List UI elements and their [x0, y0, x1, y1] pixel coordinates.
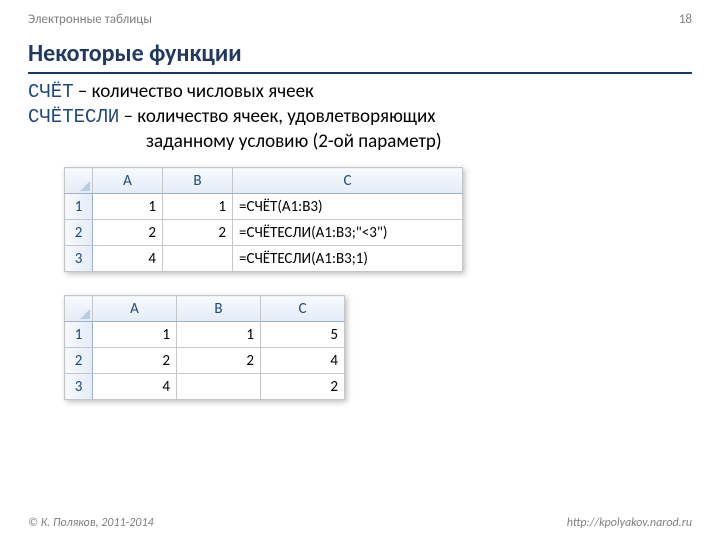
tables-container: ABC111=СЧЁТ(A1:B3)222=СЧЁТЕСЛИ(A1:B3;"<3… [28, 167, 692, 405]
desc-line-1: СЧЁТ – количество числовых ячеек [28, 80, 692, 105]
table-cell: =СЧЁТ(A1:B3) [233, 194, 463, 220]
column-header: B [163, 168, 233, 194]
table-cell: 1 [93, 322, 177, 348]
column-header: A [93, 168, 163, 194]
page-number: 18 [679, 12, 692, 27]
table-cell: 2 [93, 220, 163, 246]
table-cell: 2 [163, 220, 233, 246]
spreadsheet-table-1: ABC111=СЧЁТ(A1:B3)222=СЧЁТЕСЛИ(A1:B3;"<3… [64, 167, 463, 272]
page-title: Некоторые функции [28, 39, 692, 70]
footer: © К. Поляков, 2011-2014 http://kpolyakov… [28, 516, 692, 530]
column-header: C [233, 168, 463, 194]
category-label: Электронные таблицы [28, 12, 152, 27]
row-header: 3 [65, 246, 93, 272]
desc-line-3: заданному условию (2-ой параметр) [28, 130, 692, 154]
table-cell: 1 [177, 322, 261, 348]
row-header: 2 [65, 348, 93, 374]
table-cell: 2 [177, 348, 261, 374]
spreadsheet-table-2: ABC11152224342 [64, 295, 345, 400]
table-cell [163, 246, 233, 272]
corner-cell [65, 296, 93, 322]
header-row: Электронные таблицы 18 [28, 12, 692, 27]
row-header: 3 [65, 374, 93, 400]
fn-desc-1: – количество числовых ячеек [74, 80, 314, 103]
table-cell: 1 [163, 194, 233, 220]
copyright-text: © К. Поляков, 2011-2014 [28, 516, 154, 530]
row-header: 1 [65, 194, 93, 220]
corner-cell [65, 168, 93, 194]
table-cell: 1 [93, 194, 163, 220]
table-cell: =СЧЁТЕСЛИ(A1:B3;"<3") [233, 220, 463, 246]
table-2-wrapper: ABC11152224342 [64, 295, 345, 400]
table-cell: 2 [261, 374, 345, 400]
slide: Электронные таблицы 18 Некоторые функции… [0, 0, 720, 540]
row-header: 2 [65, 220, 93, 246]
fn-name-2: СЧЁТЕСЛИ [28, 106, 119, 128]
fn-desc-2: – количество ячеек, удовлетворяющих [119, 105, 435, 128]
column-header: A [93, 296, 177, 322]
table-cell: 4 [93, 374, 177, 400]
column-header: B [177, 296, 261, 322]
table-cell: 2 [93, 348, 177, 374]
table-cell [177, 374, 261, 400]
description-block: СЧЁТ – количество числовых ячеек СЧЁТЕСЛ… [28, 80, 692, 153]
title-underline [28, 72, 692, 74]
desc-line-2: СЧЁТЕСЛИ – количество ячеек, удовлетворя… [28, 105, 692, 130]
row-header: 1 [65, 322, 93, 348]
footer-url: http://kpolyakov.narod.ru [567, 516, 692, 530]
table-cell: =СЧЁТЕСЛИ(A1:B3;1) [233, 246, 463, 272]
table-cell: 5 [261, 322, 345, 348]
fn-name-1: СЧЁТ [28, 81, 74, 103]
table-cell: 4 [93, 246, 163, 272]
table-1-wrapper: ABC111=СЧЁТ(A1:B3)222=СЧЁТЕСЛИ(A1:B3;"<3… [64, 167, 463, 272]
column-header: C [261, 296, 345, 322]
table-cell: 4 [261, 348, 345, 374]
